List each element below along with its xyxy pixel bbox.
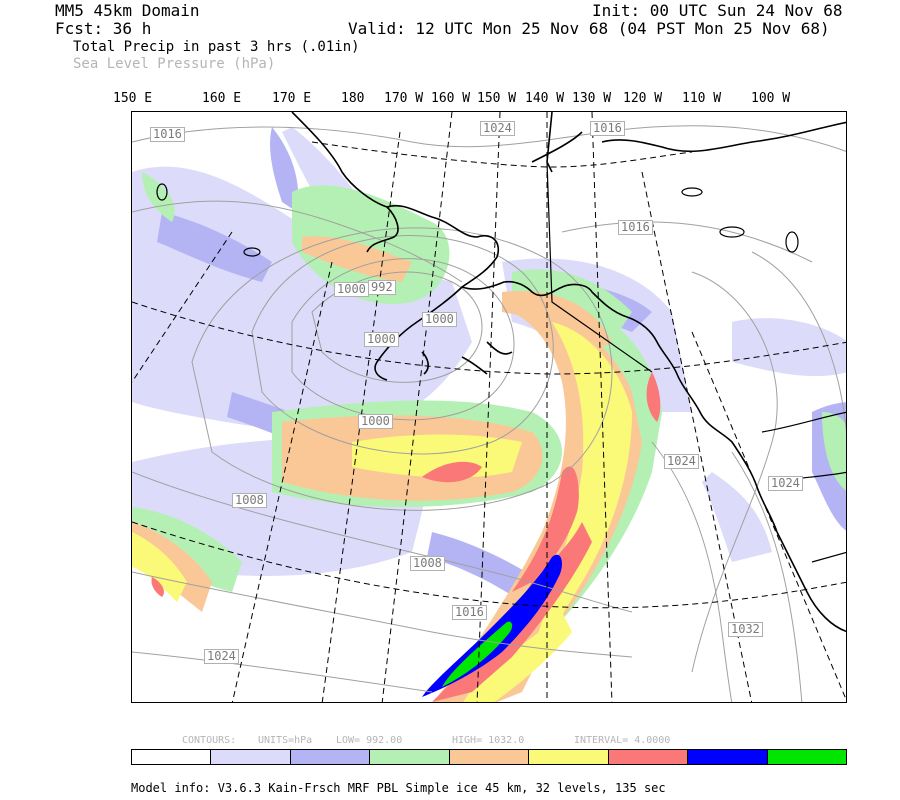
colorbar-swatch [211, 750, 291, 764]
contour-label: 1016 [618, 220, 653, 235]
lon-label: 120 W [623, 91, 663, 106]
model-info: Model info: V3.6.3 Kain-Frsch MRF PBL Si… [131, 781, 666, 795]
colorbar-swatch [370, 750, 450, 764]
lon-label: 100 W [751, 91, 791, 106]
contour-label: 1024 [768, 476, 803, 491]
contour-label: 1000 [422, 312, 457, 327]
contours-interval: INTERVAL= 4.0000 [574, 735, 671, 746]
field-slp-label: Sea Level Pressure (hPa) [73, 56, 276, 72]
colorbar-swatch [290, 750, 371, 764]
contour-label: 1024 [480, 121, 515, 136]
contour-label: 1024 [204, 649, 239, 664]
coastlines [291, 112, 846, 633]
colorbar-swatch [529, 750, 609, 764]
slp-contours [132, 125, 846, 702]
contour-label: 1032 [728, 622, 763, 637]
colorbar-swatch [767, 750, 846, 764]
lon-label: 180 [341, 91, 365, 106]
precip-green-core [442, 621, 513, 687]
forecast-hour: Fcst: 36 h [55, 19, 152, 38]
colorbar-swatch [688, 750, 768, 764]
contour-label: 1024 [664, 454, 699, 469]
precip-colorbar [131, 749, 847, 765]
contour-label: 1016 [590, 121, 625, 136]
contours-label: CONTOURS: [182, 735, 237, 746]
contour-label: 1008 [232, 493, 267, 508]
lakes [156, 183, 799, 257]
lon-label: 160 W [431, 91, 471, 106]
contour-label: 1000 [334, 282, 369, 297]
valid-time: Valid: 12 UTC Mon 25 Nov 68 (04 PST Mon … [348, 19, 830, 38]
precip-slp-map: 1016 1024 1016 1016 1000 992 1000 1000 1… [131, 111, 847, 703]
lon-label: 160 E [202, 91, 242, 106]
lon-label: 150 W [477, 91, 517, 106]
map-canvas [132, 112, 846, 702]
colorbar-swatch [449, 750, 530, 764]
colorbar-swatch [132, 750, 212, 764]
lon-label: 150 E [113, 91, 153, 106]
lon-label: 170 W [384, 91, 424, 106]
colorbar-swatch [608, 750, 689, 764]
contours-units: UNITS=hPa [258, 735, 313, 746]
lon-label: 170 E [272, 91, 312, 106]
contour-label: 1000 [358, 414, 393, 429]
lon-label: 130 W [572, 91, 612, 106]
contours-high: HIGH= 1032.0 [452, 735, 525, 746]
field-precip-label: Total Precip in past 3 hrs (.01in) [73, 39, 360, 55]
precip-light-shading [132, 127, 846, 576]
lon-label: 140 W [525, 91, 565, 106]
model-domain-title: MM5 45km Domain [55, 1, 200, 20]
contour-label: 1000 [364, 332, 399, 347]
contour-label: 1008 [410, 556, 445, 571]
contours-low: LOW= 992.00 [336, 735, 403, 746]
contour-label: 992 [368, 280, 396, 295]
contour-label: 1016 [452, 605, 487, 620]
lon-label: 110 W [682, 91, 722, 106]
contour-label: 1016 [150, 127, 185, 142]
init-time: Init: 00 UTC Sun 24 Nov 68 [592, 1, 843, 20]
precip-darkblue-shading [422, 554, 563, 697]
